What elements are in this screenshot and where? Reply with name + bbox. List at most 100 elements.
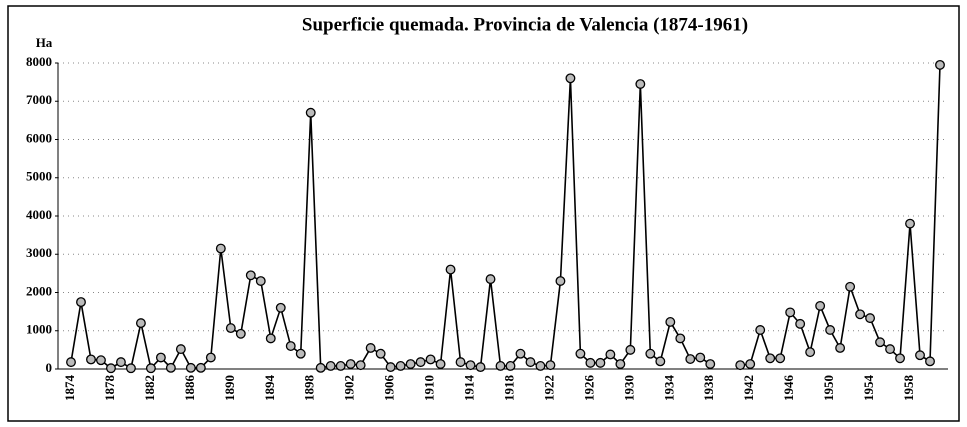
- marker: [505, 360, 516, 371]
- y-tick-label: 0: [46, 360, 53, 375]
- marker: [275, 302, 286, 313]
- marker: [845, 281, 856, 292]
- marker: [445, 264, 456, 275]
- x-tick-label: 1910: [422, 375, 437, 401]
- y-tick-label: 1000: [26, 322, 52, 337]
- x-tick-label: 1926: [581, 375, 596, 402]
- marker: [465, 360, 476, 371]
- marker: [535, 360, 546, 371]
- marker: [125, 363, 136, 374]
- marker: [815, 300, 826, 311]
- marker: [86, 354, 96, 365]
- marker: [695, 352, 706, 363]
- chart-border: [7, 5, 960, 422]
- marker: [485, 274, 496, 285]
- x-tick-label: 1922: [541, 375, 556, 401]
- marker: [675, 333, 686, 344]
- marker: [385, 362, 396, 373]
- marker: [355, 360, 366, 371]
- chart-title: Superficie quemada. Provincia de Valenci…: [302, 14, 748, 35]
- marker: [76, 297, 86, 308]
- marker: [375, 348, 386, 359]
- marker: [235, 328, 246, 339]
- x-tick-label: 1914: [462, 375, 477, 402]
- marker: [895, 353, 905, 364]
- line: [70, 64, 941, 370]
- x-tick-label: 1958: [901, 375, 916, 402]
- marker: [605, 349, 616, 360]
- x-tick-label: 1894: [262, 375, 277, 402]
- marker: [96, 355, 106, 366]
- x-tick-label: 1934: [661, 375, 676, 402]
- marker: [415, 357, 426, 368]
- marker: [165, 362, 176, 373]
- x-tick-label: 1946: [781, 375, 796, 402]
- marker: [795, 318, 806, 329]
- marker: [565, 73, 576, 84]
- y-tick-label: 6000: [26, 130, 52, 145]
- y-tick-label: 8000: [26, 54, 52, 69]
- marker: [435, 359, 446, 369]
- marker: [705, 359, 716, 369]
- y-tick-label: 2000: [26, 283, 52, 298]
- x-tick-label: 1882: [142, 375, 157, 401]
- marker: [255, 276, 266, 286]
- marker: [595, 357, 606, 368]
- marker: [765, 353, 776, 364]
- marker: [195, 362, 206, 373]
- marker: [185, 362, 196, 373]
- marker: [735, 360, 746, 371]
- marker: [755, 325, 766, 335]
- y-tick-label: 4000: [26, 207, 52, 222]
- marker: [325, 360, 336, 371]
- marker: [295, 348, 306, 359]
- marker: [925, 356, 935, 367]
- marker: [335, 360, 346, 371]
- marker: [835, 343, 846, 353]
- x-tick-label: 1930: [621, 375, 636, 401]
- marker: [555, 276, 566, 286]
- x-tick-label: 1918: [501, 375, 516, 402]
- marker: [285, 341, 296, 352]
- x-tick-label: 1890: [222, 375, 237, 401]
- marker: [865, 313, 876, 324]
- marker: [885, 344, 896, 355]
- x-tick-label: 1950: [821, 375, 836, 401]
- marker: [545, 360, 556, 371]
- marker: [475, 362, 486, 373]
- marker: [635, 79, 646, 89]
- marker: [66, 357, 76, 368]
- marker: [905, 218, 915, 229]
- marker: [525, 357, 536, 368]
- marker: [745, 359, 756, 369]
- y-tick-label: 7000: [26, 92, 52, 107]
- x-tick-label: 1942: [741, 375, 756, 401]
- marker: [455, 357, 466, 368]
- y-tick-label: 5000: [26, 169, 52, 184]
- marker: [245, 270, 256, 281]
- marker: [775, 353, 786, 364]
- x-tick-label: 1906: [382, 375, 397, 402]
- marker: [935, 59, 945, 70]
- marker: [585, 357, 596, 368]
- marker: [395, 360, 406, 371]
- marker: [785, 307, 796, 318]
- x-tick-label: 1954: [861, 375, 876, 402]
- marker: [155, 352, 166, 363]
- marker: [215, 243, 226, 254]
- marker: [225, 323, 236, 334]
- marker: [825, 325, 836, 335]
- marker: [685, 354, 696, 365]
- marker: [305, 107, 316, 118]
- marker: [515, 348, 526, 359]
- marker: [855, 309, 866, 320]
- marker: [645, 348, 656, 359]
- y-tick-label: 3000: [26, 245, 52, 260]
- marker: [625, 344, 636, 355]
- marker: [405, 359, 416, 369]
- marker: [655, 356, 666, 367]
- marker: [135, 318, 146, 329]
- marker: [875, 337, 886, 348]
- marker: [915, 350, 925, 361]
